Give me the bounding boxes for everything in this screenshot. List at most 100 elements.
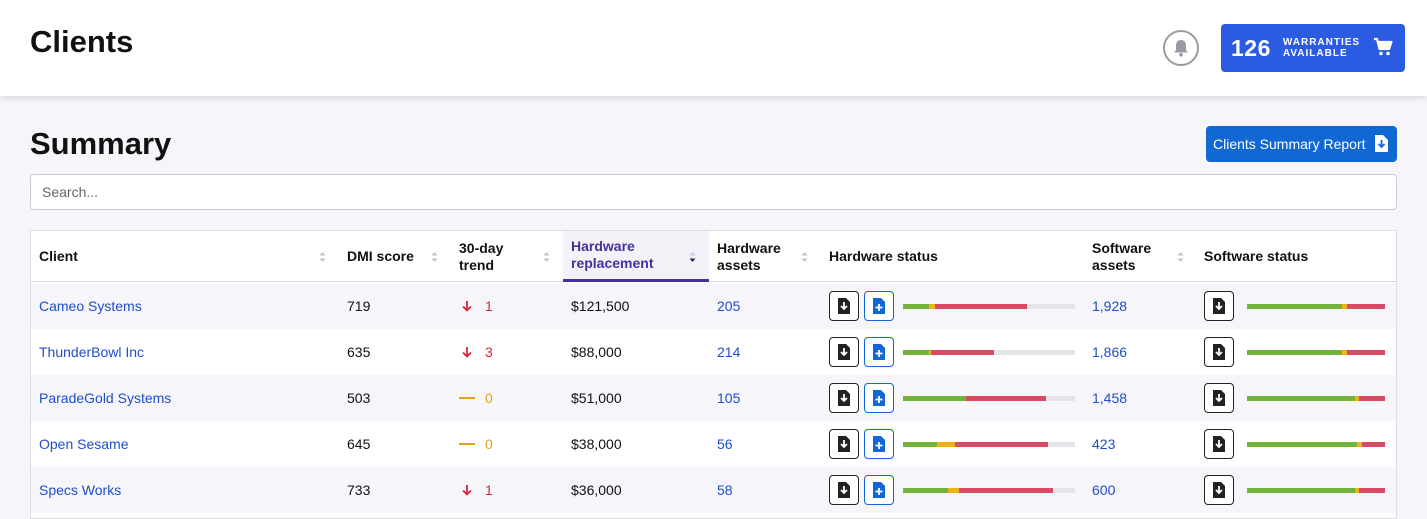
download-button[interactable]	[829, 337, 859, 367]
status-segment-red	[1347, 304, 1385, 309]
arrow-down-icon	[462, 347, 472, 358]
add-file-icon	[873, 482, 885, 498]
table-row: Cameo Systems 719 1 $121,500 205 1,928	[31, 283, 1396, 329]
trend-cell: 1	[459, 467, 493, 513]
hardware-replacement: $88,000	[571, 344, 622, 360]
hardware-replacement: $121,500	[571, 298, 630, 314]
trend-value: 1	[485, 298, 493, 314]
add-file-button[interactable]	[864, 383, 894, 413]
status-segment-yellow	[1342, 350, 1348, 355]
client-link[interactable]: Cameo Systems	[39, 298, 142, 314]
download-button[interactable]	[1204, 383, 1234, 413]
add-file-button[interactable]	[864, 291, 894, 321]
add-file-button[interactable]	[864, 429, 894, 459]
notifications-button[interactable]	[1163, 30, 1199, 66]
column-header-label: Client	[39, 248, 78, 264]
column-header-0[interactable]: Client	[31, 231, 321, 282]
dmi-score: 719	[347, 298, 371, 314]
add-file-icon	[873, 436, 885, 452]
hardware-assets-link[interactable]: 56	[717, 436, 733, 452]
add-file-icon	[873, 390, 885, 406]
sort-icon[interactable]	[431, 251, 438, 263]
page-title: Clients	[30, 24, 134, 59]
clients-summary-report-button[interactable]: Clients Summary Report	[1206, 126, 1397, 162]
column-header-2[interactable]: 30-day trend	[451, 231, 561, 282]
warranties-button[interactable]: 126 WARRANTIES AVAILABLE	[1221, 24, 1405, 72]
software-assets-link[interactable]: 1,866	[1092, 344, 1128, 360]
download-icon	[1213, 436, 1225, 452]
hardware-status-bar	[903, 396, 1075, 401]
status-segment-red	[1362, 442, 1385, 447]
download-icon	[838, 298, 850, 314]
hardware-replacement: $51,000	[571, 390, 622, 406]
status-segment-green	[903, 442, 938, 447]
column-header-4[interactable]: Hardware assets	[709, 231, 819, 282]
hardware-status-bar	[903, 442, 1075, 447]
table-row: Open Sesame 645 0 $38,000 56 423	[31, 421, 1396, 467]
column-header-3[interactable]: Hardware replacement	[563, 231, 709, 282]
client-link[interactable]: ParadeGold Systems	[39, 390, 172, 406]
warranties-label-line1: WARRANTIES	[1282, 37, 1361, 48]
status-segment-red	[934, 304, 1027, 309]
download-icon	[838, 482, 850, 498]
cart-icon	[1374, 37, 1393, 56]
column-header-5[interactable]: Hardware status	[821, 231, 1081, 282]
trend-value: 0	[485, 390, 493, 406]
download-button[interactable]	[829, 383, 859, 413]
trend-cell: 0	[459, 375, 493, 421]
download-icon	[1213, 390, 1225, 406]
hardware-assets-link[interactable]: 214	[717, 344, 741, 360]
download-icon	[838, 390, 850, 406]
table-header: Client DMI score 30-day trend Hardware repl…	[31, 231, 1396, 282]
sort-icon[interactable]	[801, 251, 808, 263]
report-button-label: Clients Summary Report	[1213, 136, 1366, 152]
table-row: Specs Works 733 1 $36,000 58 600	[31, 467, 1396, 513]
status-segment-yellow	[1354, 488, 1360, 493]
arrow-down-icon	[462, 485, 472, 496]
hardware-assets-link[interactable]: 205	[717, 298, 741, 314]
software-assets-link[interactable]: 423	[1092, 436, 1116, 452]
column-header-6[interactable]: Software assets	[1084, 231, 1194, 282]
sort-icon[interactable]	[689, 251, 696, 263]
hardware-replacement: $36,000	[571, 482, 622, 498]
add-file-button[interactable]	[864, 337, 894, 367]
download-icon	[1213, 482, 1225, 498]
dash-icon	[459, 443, 475, 445]
client-link[interactable]: Specs Works	[39, 482, 122, 498]
download-button[interactable]	[1204, 291, 1234, 321]
status-segment-yellow	[947, 488, 959, 493]
download-button[interactable]	[1204, 475, 1234, 505]
column-header-label: Software assets	[1092, 239, 1152, 273]
download-button[interactable]	[1204, 429, 1234, 459]
trend-value: 0	[485, 436, 493, 452]
client-link[interactable]: Open Sesame	[39, 436, 129, 452]
software-assets-link[interactable]: 1,458	[1092, 390, 1128, 406]
status-segment-yellow	[1342, 304, 1348, 309]
hardware-replacement: $38,000	[571, 436, 622, 452]
status-segment-yellow	[928, 350, 932, 355]
dmi-score: 503	[347, 390, 371, 406]
column-header-7[interactable]: Software status	[1196, 231, 1396, 282]
software-assets-link[interactable]: 600	[1092, 482, 1116, 498]
hardware-assets-link[interactable]: 58	[717, 482, 733, 498]
table-row: ParadeGold Systems 503 0 $51,000 105 1,458	[31, 375, 1396, 421]
warranties-count: 126	[1231, 34, 1271, 61]
hardware-assets-link[interactable]: 105	[717, 390, 741, 406]
software-assets-link[interactable]: 1,928	[1092, 298, 1128, 314]
sort-icon[interactable]	[543, 251, 550, 263]
sort-icon[interactable]	[1177, 251, 1184, 263]
download-button[interactable]	[829, 429, 859, 459]
download-button[interactable]	[829, 291, 859, 321]
download-button[interactable]	[829, 475, 859, 505]
status-segment-green	[1247, 442, 1358, 447]
download-icon	[838, 344, 850, 360]
add-file-button[interactable]	[864, 475, 894, 505]
sort-icon[interactable]	[319, 251, 326, 263]
search-input[interactable]	[30, 174, 1397, 210]
column-header-1[interactable]: DMI score	[339, 231, 449, 282]
client-link[interactable]: ThunderBowl Inc	[39, 344, 145, 360]
trend-value: 1	[485, 482, 493, 498]
download-button[interactable]	[1204, 337, 1234, 367]
status-segment-green	[903, 350, 929, 355]
warranties-label: WARRANTIES AVAILABLE	[1283, 37, 1360, 59]
